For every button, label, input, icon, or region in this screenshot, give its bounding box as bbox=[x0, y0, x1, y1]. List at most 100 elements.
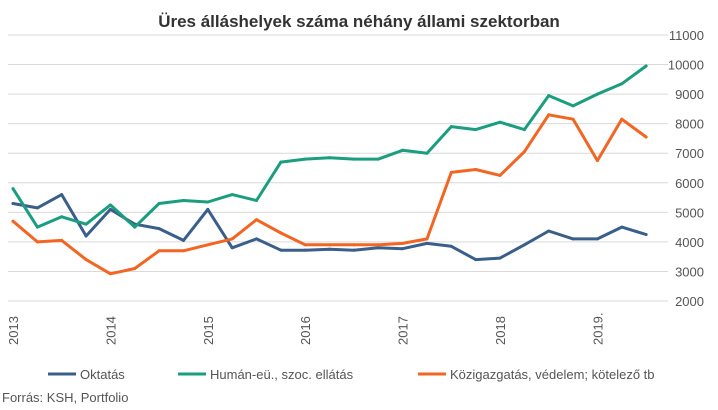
y-tick-label: 2000 bbox=[675, 294, 704, 309]
data-point bbox=[11, 201, 15, 205]
legend-label: Közigazgatás, védelem; kötelező tb bbox=[450, 367, 655, 382]
series-lines bbox=[11, 64, 648, 276]
y-tick-label: 6000 bbox=[675, 176, 704, 191]
data-point bbox=[352, 243, 356, 247]
data-point bbox=[181, 199, 185, 203]
data-point bbox=[376, 246, 380, 250]
data-point bbox=[498, 173, 502, 177]
data-point bbox=[376, 243, 380, 247]
data-point bbox=[303, 157, 307, 161]
data-point bbox=[181, 249, 185, 253]
data-point bbox=[401, 148, 405, 152]
data-point bbox=[108, 272, 112, 276]
data-point bbox=[255, 218, 258, 222]
data-point bbox=[571, 104, 575, 108]
y-tick-label: 3000 bbox=[675, 264, 704, 279]
data-point bbox=[474, 128, 478, 132]
data-point bbox=[84, 258, 88, 262]
data-point bbox=[425, 237, 429, 241]
data-point bbox=[35, 206, 39, 210]
legend-label: Oktatás bbox=[80, 367, 125, 382]
data-point bbox=[328, 156, 332, 160]
data-point bbox=[157, 201, 161, 205]
data-point bbox=[620, 225, 624, 229]
y-tick-label: 8000 bbox=[675, 117, 704, 132]
x-tick-label: 2018 bbox=[493, 316, 508, 345]
data-point bbox=[84, 222, 88, 226]
data-point bbox=[352, 248, 356, 252]
data-point bbox=[60, 238, 64, 242]
data-point bbox=[230, 246, 234, 250]
data-point bbox=[60, 193, 64, 197]
data-point bbox=[60, 215, 64, 219]
data-point bbox=[11, 187, 15, 191]
data-point bbox=[644, 135, 648, 139]
x-tick-label: 2016 bbox=[298, 316, 313, 345]
grid-lines bbox=[8, 34, 668, 302]
data-point bbox=[595, 92, 599, 96]
data-point bbox=[522, 128, 526, 132]
data-point bbox=[644, 233, 648, 236]
data-point bbox=[206, 243, 210, 247]
data-point bbox=[547, 229, 551, 233]
x-tick-label: 2014 bbox=[103, 316, 118, 345]
data-point bbox=[11, 219, 15, 223]
data-point bbox=[328, 247, 332, 251]
data-point bbox=[571, 237, 575, 241]
data-point bbox=[498, 256, 502, 260]
data-point bbox=[498, 120, 502, 124]
x-tick-label: 2019. bbox=[590, 312, 605, 345]
data-point bbox=[376, 157, 380, 161]
data-point bbox=[401, 247, 405, 251]
x-tick-label: 2015 bbox=[201, 316, 216, 345]
y-tick-label: 4000 bbox=[675, 235, 704, 250]
data-point bbox=[157, 249, 161, 253]
data-point bbox=[84, 234, 88, 238]
data-point bbox=[522, 243, 526, 247]
data-point bbox=[279, 248, 283, 252]
data-point bbox=[547, 113, 551, 117]
legend-label: Humán-eü., szoc. ellátás bbox=[210, 367, 354, 382]
y-tick-label: 11000 bbox=[669, 28, 704, 43]
data-point bbox=[157, 227, 161, 231]
data-point bbox=[595, 159, 599, 163]
data-point bbox=[206, 200, 210, 204]
data-point bbox=[425, 151, 429, 155]
data-point bbox=[474, 258, 478, 262]
data-point bbox=[449, 170, 453, 174]
data-point bbox=[449, 125, 453, 129]
data-point bbox=[644, 64, 648, 68]
data-point bbox=[35, 225, 39, 229]
data-point bbox=[522, 150, 526, 154]
series-line-1 bbox=[11, 64, 648, 229]
y-axis: 2000 3000 4000 5000 6000 7000 8000 9000 10000 110… bbox=[668, 28, 704, 309]
y-tick-label: 7000 bbox=[675, 146, 704, 161]
data-point bbox=[279, 160, 283, 164]
data-point bbox=[133, 225, 137, 229]
legend: Oktatás Humán-eü., szoc. ellátás Közigazga… bbox=[48, 367, 655, 382]
data-point bbox=[255, 237, 258, 241]
source-note: Forrás: KSH, Portfolio bbox=[2, 390, 128, 405]
data-point bbox=[401, 241, 405, 245]
data-point bbox=[620, 117, 624, 121]
data-point bbox=[206, 207, 210, 211]
data-point bbox=[279, 231, 283, 235]
data-point bbox=[595, 237, 599, 241]
x-tick-label: 2017 bbox=[396, 316, 411, 345]
data-point bbox=[181, 238, 185, 242]
y-tick-label: 10000 bbox=[668, 58, 704, 73]
y-tick-label: 9000 bbox=[675, 87, 704, 102]
data-point bbox=[474, 167, 478, 171]
x-tick-label: 2013 bbox=[6, 316, 21, 345]
data-point bbox=[108, 203, 112, 207]
data-point bbox=[230, 237, 234, 241]
data-point bbox=[449, 244, 453, 248]
chart-title: Üres álláshelyek száma néhány állami sze… bbox=[158, 12, 560, 31]
data-point bbox=[620, 82, 624, 86]
data-point bbox=[303, 243, 307, 247]
data-point bbox=[303, 248, 307, 252]
data-point bbox=[35, 240, 39, 244]
data-point bbox=[255, 199, 258, 203]
data-point bbox=[230, 193, 234, 197]
